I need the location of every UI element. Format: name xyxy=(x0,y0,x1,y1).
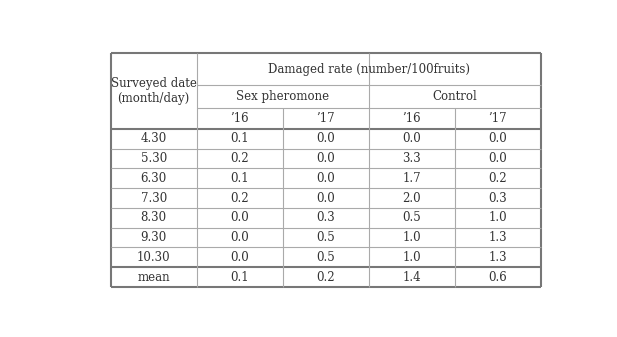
Text: 0.0: 0.0 xyxy=(317,152,335,165)
Text: ’17: ’17 xyxy=(317,112,335,125)
Text: 7.30: 7.30 xyxy=(141,191,167,205)
Text: 0.2: 0.2 xyxy=(489,172,507,185)
Text: 0.0: 0.0 xyxy=(402,132,421,145)
Text: mean: mean xyxy=(138,271,170,283)
Text: 5.30: 5.30 xyxy=(141,152,167,165)
Text: 0.0: 0.0 xyxy=(317,191,335,205)
Text: 0.0: 0.0 xyxy=(230,231,249,244)
Text: ’17: ’17 xyxy=(489,112,507,125)
Text: 2.0: 2.0 xyxy=(402,191,421,205)
Text: 4.30: 4.30 xyxy=(141,132,167,145)
Text: 0.6: 0.6 xyxy=(489,271,507,283)
Text: 0.1: 0.1 xyxy=(230,172,249,185)
Text: ’16: ’16 xyxy=(402,112,421,125)
Text: 8.30: 8.30 xyxy=(141,211,167,224)
Text: 1.0: 1.0 xyxy=(402,251,421,264)
Text: 0.1: 0.1 xyxy=(230,132,249,145)
Text: 0.5: 0.5 xyxy=(317,251,335,264)
Text: 0.3: 0.3 xyxy=(317,211,335,224)
Text: 0.0: 0.0 xyxy=(489,132,507,145)
Text: Surveyed date
(month/day): Surveyed date (month/day) xyxy=(110,77,197,105)
Text: 0.2: 0.2 xyxy=(230,152,249,165)
Text: 0.5: 0.5 xyxy=(317,231,335,244)
Text: 1.3: 1.3 xyxy=(489,231,507,244)
Text: 0.0: 0.0 xyxy=(317,172,335,185)
Text: 0.0: 0.0 xyxy=(317,132,335,145)
Text: Sex pheromone: Sex pheromone xyxy=(236,90,329,103)
Text: 0.0: 0.0 xyxy=(230,211,249,224)
Text: 1.0: 1.0 xyxy=(489,211,507,224)
Text: 0.2: 0.2 xyxy=(317,271,335,283)
Text: 10.30: 10.30 xyxy=(137,251,170,264)
Text: 1.0: 1.0 xyxy=(402,231,421,244)
Text: 9.30: 9.30 xyxy=(141,231,167,244)
Text: 0.5: 0.5 xyxy=(402,211,421,224)
Text: 6.30: 6.30 xyxy=(141,172,167,185)
Text: 0.1: 0.1 xyxy=(230,271,249,283)
Text: 1.4: 1.4 xyxy=(402,271,421,283)
Text: ’16: ’16 xyxy=(230,112,249,125)
Text: Control: Control xyxy=(433,90,478,103)
Text: 1.7: 1.7 xyxy=(402,172,421,185)
Text: 0.3: 0.3 xyxy=(489,191,507,205)
Text: 0.0: 0.0 xyxy=(489,152,507,165)
Text: Damaged rate (number/100fruits): Damaged rate (number/100fruits) xyxy=(268,63,470,75)
Text: 0.0: 0.0 xyxy=(230,251,249,264)
Text: 1.3: 1.3 xyxy=(489,251,507,264)
Text: 3.3: 3.3 xyxy=(402,152,421,165)
Text: 0.2: 0.2 xyxy=(230,191,249,205)
